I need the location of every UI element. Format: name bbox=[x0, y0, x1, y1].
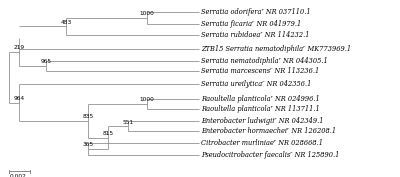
Text: 965: 965 bbox=[40, 59, 52, 64]
Text: Raoultella planticolaʳ NR 024996.1: Raoultella planticolaʳ NR 024996.1 bbox=[201, 95, 320, 103]
Text: Serratia nematodiphilaʳ NR 044305.1: Serratia nematodiphilaʳ NR 044305.1 bbox=[201, 57, 328, 65]
Text: Citrobacter murliniaeʳ NR 028668.1: Citrobacter murliniaeʳ NR 028668.1 bbox=[201, 139, 323, 147]
Text: 483: 483 bbox=[60, 20, 72, 25]
Text: Serratia odoriferaʳ NR 037110.1: Serratia odoriferaʳ NR 037110.1 bbox=[201, 8, 310, 16]
Text: 0.002: 0.002 bbox=[10, 174, 26, 177]
Text: 815: 815 bbox=[102, 131, 114, 136]
Text: 219: 219 bbox=[13, 45, 24, 50]
Text: 365: 365 bbox=[82, 142, 93, 147]
Text: 551: 551 bbox=[123, 120, 134, 125]
Text: ZTB15 Serratia nematodiphilaʳ MK773969.1: ZTB15 Serratia nematodiphilaʳ MK773969.1 bbox=[201, 45, 351, 53]
Text: 964: 964 bbox=[13, 96, 24, 101]
Text: Enterobacter hormaecheiʳ NR 126208.1: Enterobacter hormaecheiʳ NR 126208.1 bbox=[201, 127, 336, 135]
Text: Serratia ficariaʳ NR 041979.1: Serratia ficariaʳ NR 041979.1 bbox=[201, 20, 301, 28]
Text: 835: 835 bbox=[82, 114, 94, 119]
Text: 1000: 1000 bbox=[140, 11, 155, 16]
Text: 1000: 1000 bbox=[140, 97, 155, 102]
Text: Serratia rubidaeaʳ NR 114232.1: Serratia rubidaeaʳ NR 114232.1 bbox=[201, 31, 309, 39]
Text: Raoultella planticolaʳ NR 113711.1: Raoultella planticolaʳ NR 113711.1 bbox=[201, 105, 320, 113]
Text: Serratia ureilyticaʳ NR 042356.1: Serratia ureilyticaʳ NR 042356.1 bbox=[201, 81, 311, 88]
Text: Enterobacter ludwigiiʳ NR 042349.1: Enterobacter ludwigiiʳ NR 042349.1 bbox=[201, 117, 323, 125]
Text: Pseudocitrobacter faecalisʳ NR 125890.1: Pseudocitrobacter faecalisʳ NR 125890.1 bbox=[201, 151, 339, 159]
Text: Serratia marcescensʳ NR 113236.1: Serratia marcescensʳ NR 113236.1 bbox=[201, 67, 319, 75]
